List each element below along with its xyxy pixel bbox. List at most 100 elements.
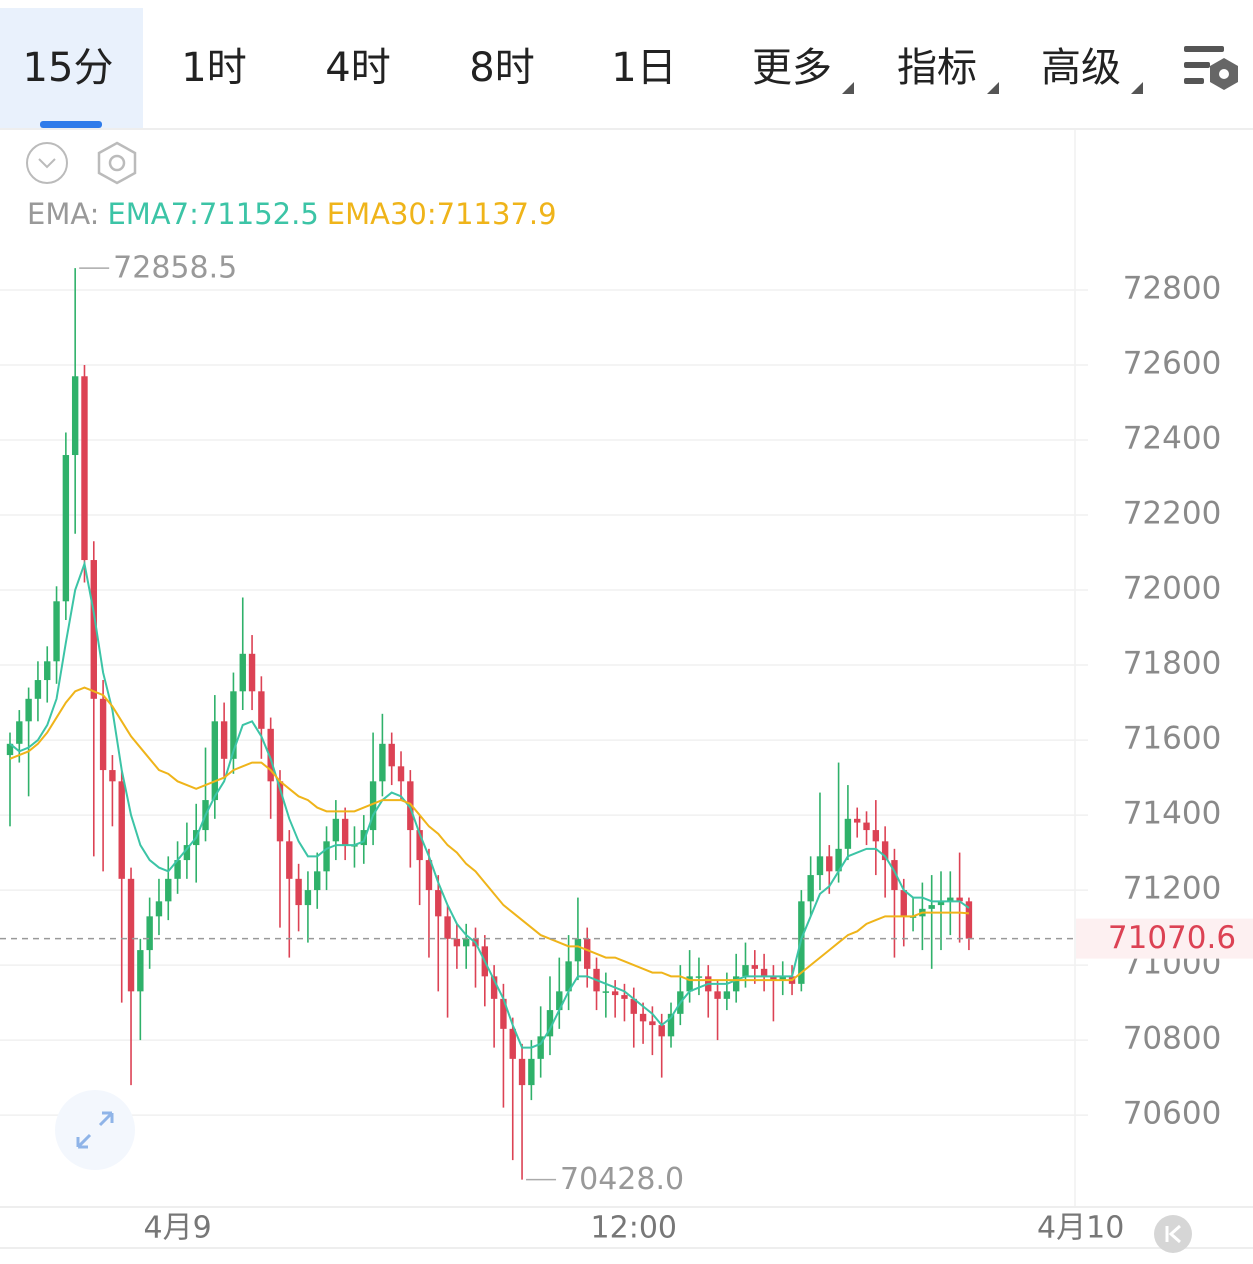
candle-body [239,653,246,692]
candle-body [807,875,814,902]
candle-body [667,1013,675,1037]
candle-body [369,781,377,831]
candle-body [332,818,340,842]
ema-line [9,686,970,982]
extreme-label: 72858.5 [113,251,237,286]
tab[interactable]: 指标 [897,45,977,91]
y-tick-label: 72600 [1123,346,1222,382]
candle-body [453,938,461,947]
candle-body [146,916,153,951]
candle-body [444,916,451,939]
collapse-icon[interactable] [26,142,68,184]
candle-body [295,878,302,906]
ema-legend: EMA: EMA7:71152.5 EMA30:71137.9 [27,197,557,231]
y-tick-label: 70800 [1123,1021,1222,1057]
candle-body [323,841,330,872]
x-tick-label: 4月10 [1037,1211,1124,1246]
y-tick-label: 71600 [1123,721,1222,757]
y-tick-label: 71200 [1123,871,1222,907]
candle-body [258,691,265,729]
candle-body [341,818,349,846]
legend-entry: EMA7:71152.5 [107,197,318,231]
y-tick-label: 72800 [1123,271,1222,307]
tab-bar: 15分 1时 4时 8时 1日 更多 指标 高级 [23,45,1143,94]
candle-body [844,818,852,849]
candle-body [770,976,777,981]
candle-body [751,965,758,969]
tab[interactable]: 高级 [1041,45,1121,91]
settings-icon[interactable] [1184,46,1238,90]
candle-body [611,991,619,996]
candle-body [900,890,907,917]
candle-body [742,965,749,977]
candle-body [211,721,219,801]
candle-body [6,743,14,756]
candle-body [584,938,591,969]
candle-body [723,991,731,999]
candle-body [183,845,191,861]
candle-body [630,998,637,1014]
candle-body [99,698,107,771]
candle-body [760,968,768,977]
candle-body [881,841,889,861]
candle-body [686,976,693,992]
tab[interactable]: 1时 [181,45,246,91]
candle-body [937,901,945,906]
x-tick-label: 12:00 [591,1211,677,1246]
settings-hex-icon[interactable] [97,141,137,185]
tab[interactable]: 8时 [469,45,534,91]
candle-body [220,721,228,759]
dropdown-arrow [987,82,999,94]
candle-body [965,901,973,939]
last-price-bg [1076,918,1253,959]
candle-body [490,976,498,999]
candle-body [379,743,386,782]
candle-body [528,1058,535,1086]
active-tab-bg [0,8,143,128]
candle-body [71,376,79,456]
tab[interactable]: 1日 [611,45,676,91]
legend-title: EMA: [27,197,99,231]
candle-body [435,890,442,917]
candle-body [826,856,833,872]
candle-body [658,1025,665,1037]
candle-body [44,661,51,681]
candle-body [546,1010,554,1037]
candle-body [518,1058,526,1086]
candle-body [25,698,32,722]
y-tick-label: 72200 [1123,496,1222,532]
candle-body [891,860,898,891]
ema-line [9,559,970,1049]
candle-body [602,991,610,993]
candle-body [174,860,181,879]
candle-body [118,781,125,879]
candle-body [649,1021,656,1026]
candle-body [314,871,321,891]
candle-body [863,822,870,831]
candle-body [416,830,423,861]
candle-body [425,860,433,891]
candle-body [537,1036,544,1059]
y-tick-label: 71800 [1123,646,1222,682]
dropdown-arrow [842,82,854,94]
expand-button[interactable] [55,1090,135,1170]
candle-body [500,998,507,1029]
tab[interactable]: 更多 [752,45,832,91]
tab[interactable]: 15分 [23,45,114,91]
tab[interactable]: 4时 [325,45,390,91]
scroll-end-button[interactable] [1154,1215,1192,1253]
candle-body [267,728,274,782]
candle-body [388,743,395,767]
candle-body [34,680,42,699]
candle-body [695,976,703,978]
candle-body [81,376,88,561]
candle-body [574,938,582,962]
candle-body [732,976,740,992]
candle-body [956,897,963,902]
candle-body [714,991,721,999]
candle-body [127,878,135,992]
candle-body [137,950,144,992]
y-tick-label: 72400 [1123,421,1222,457]
candle-body [779,976,786,981]
